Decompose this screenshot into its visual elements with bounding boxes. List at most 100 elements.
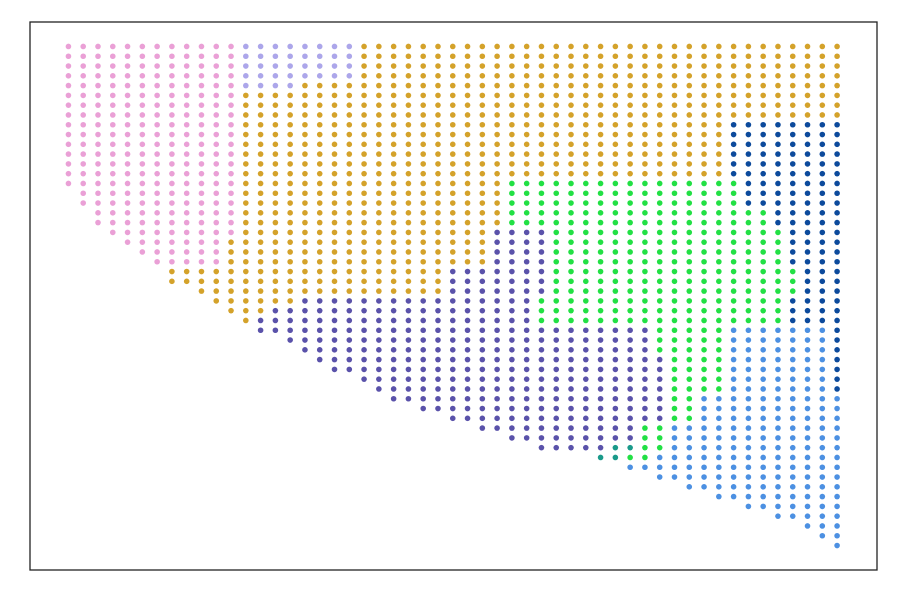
spot — [775, 386, 781, 392]
spot — [716, 190, 722, 197]
spot — [390, 92, 397, 99]
spot — [671, 180, 678, 187]
spot — [509, 298, 515, 304]
spot — [449, 82, 456, 89]
spot — [730, 395, 737, 402]
spot — [183, 73, 190, 79]
spot — [479, 307, 486, 314]
spot — [834, 425, 840, 431]
spot — [671, 288, 678, 294]
spot — [376, 307, 382, 314]
spot — [509, 288, 515, 294]
spot — [789, 288, 796, 294]
spot — [435, 102, 441, 108]
spot — [642, 386, 648, 392]
spot — [376, 229, 382, 236]
spot — [124, 200, 131, 206]
spot — [553, 131, 560, 138]
spot — [686, 258, 693, 265]
spot — [494, 180, 500, 187]
spot — [494, 268, 500, 275]
spot — [642, 229, 648, 236]
spot — [789, 210, 796, 216]
spot — [568, 43, 574, 50]
spot — [154, 239, 160, 245]
spot — [228, 53, 234, 60]
spot — [124, 92, 131, 99]
spot — [420, 219, 426, 226]
spot — [376, 43, 382, 50]
spot — [701, 219, 707, 226]
spot — [523, 112, 530, 118]
spot — [716, 229, 722, 236]
spot — [775, 112, 781, 118]
spot — [553, 170, 560, 177]
spot — [656, 268, 663, 275]
spot — [509, 53, 515, 60]
spot — [109, 43, 116, 50]
spot — [597, 63, 604, 69]
spot — [272, 219, 279, 226]
spot — [331, 317, 338, 324]
spot — [80, 92, 87, 99]
spot — [479, 131, 486, 138]
spot — [671, 298, 678, 304]
spot — [287, 131, 293, 138]
spot — [804, 523, 811, 529]
spot — [449, 347, 456, 353]
spot — [656, 435, 663, 441]
spot — [760, 327, 766, 334]
spot — [139, 121, 146, 128]
spot — [553, 151, 560, 157]
spot — [760, 376, 766, 382]
spot — [183, 170, 190, 177]
spot — [435, 327, 441, 334]
spot — [834, 239, 840, 245]
spot — [346, 356, 353, 363]
spot — [435, 190, 441, 197]
spot — [745, 102, 752, 108]
spot — [420, 347, 426, 353]
spot — [523, 190, 530, 197]
spot — [509, 395, 515, 402]
spot — [716, 141, 722, 148]
spot — [553, 229, 560, 236]
spot — [361, 366, 367, 373]
spot — [509, 63, 515, 69]
spot — [257, 112, 264, 118]
spot — [730, 53, 737, 60]
spot — [760, 102, 766, 108]
spot — [819, 376, 826, 382]
spot — [228, 170, 234, 177]
spot — [65, 82, 72, 89]
spot — [568, 405, 574, 412]
spot — [538, 229, 545, 236]
spot — [819, 151, 826, 157]
spot — [449, 386, 456, 392]
spot — [287, 92, 293, 99]
spot — [730, 121, 737, 128]
spot — [656, 366, 663, 373]
spot — [612, 151, 619, 157]
spot — [686, 161, 693, 167]
spot — [597, 229, 604, 236]
spot — [627, 327, 633, 334]
spot — [449, 249, 456, 255]
spot — [405, 386, 412, 392]
spot — [390, 376, 397, 382]
spot — [671, 435, 678, 441]
spot — [656, 43, 663, 50]
spot — [716, 278, 722, 285]
spot — [597, 82, 604, 89]
spot — [509, 112, 515, 118]
spot — [361, 219, 367, 226]
spot — [243, 73, 249, 79]
spot — [789, 200, 796, 206]
spot — [405, 112, 412, 118]
spot — [538, 112, 545, 118]
spot — [169, 151, 175, 157]
spot — [316, 210, 323, 216]
spot — [479, 73, 486, 79]
spot — [435, 219, 441, 226]
spot — [346, 307, 353, 314]
